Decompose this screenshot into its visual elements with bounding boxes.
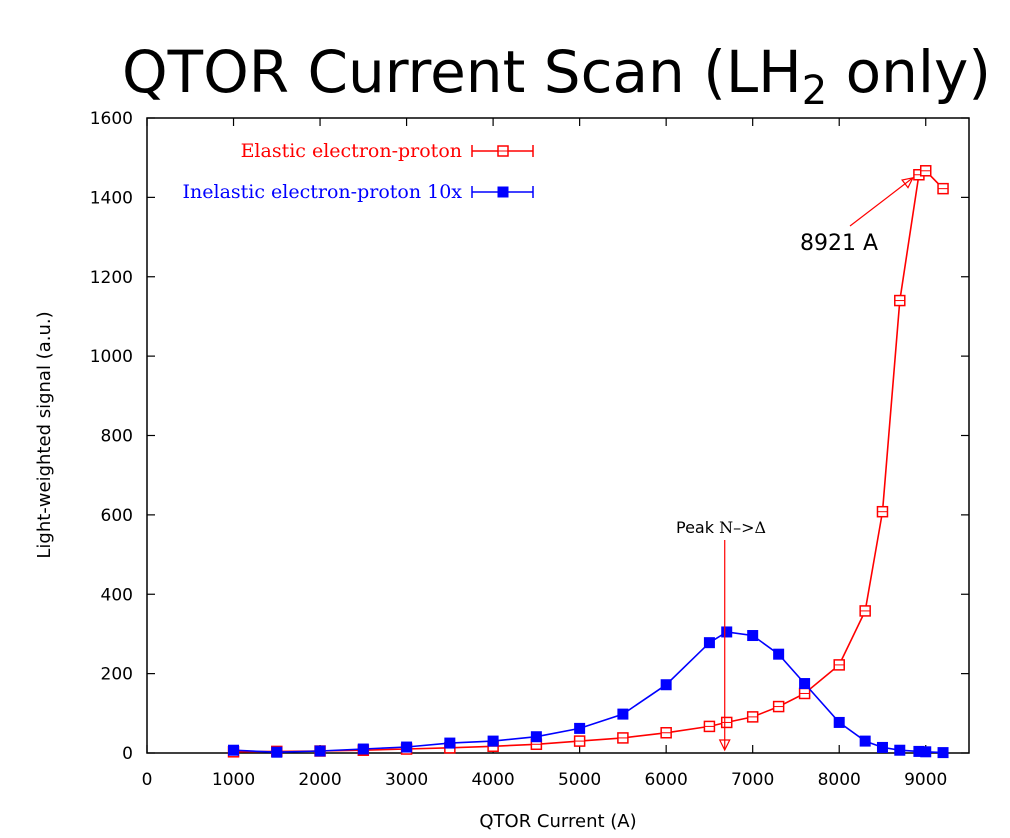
legend-sample-inelastic xyxy=(471,186,534,198)
x-tick-label-9000: 9000 xyxy=(904,770,947,790)
data-point-0-21 xyxy=(919,165,932,177)
annotations: 8921 A Peak N–>Δ xyxy=(676,176,914,752)
legend-label-inelastic: Inelastic electron-proton 10x xyxy=(183,181,463,203)
annotation-arrowhead-8921 xyxy=(901,176,914,189)
y-tick-label-800: 800 xyxy=(101,427,133,447)
x-axis-title: QTOR Current (A) xyxy=(479,811,636,832)
legend-marker-0 xyxy=(497,145,509,157)
data-point-0-10 xyxy=(660,727,672,739)
data-point-0-12 xyxy=(720,716,733,729)
data-point-0-8 xyxy=(573,735,586,747)
data-point-1-18 xyxy=(876,741,888,753)
data-point-1-4 xyxy=(401,741,413,753)
x-tick-label-5000: 5000 xyxy=(558,770,601,790)
data-point-0-19 xyxy=(894,294,906,307)
data-point-0-13 xyxy=(746,711,759,723)
data-point-1-2 xyxy=(314,745,326,757)
chart-title-end: only) xyxy=(827,38,991,106)
chart-title: QTOR Current Scan (LH2 only) xyxy=(122,38,991,114)
y-tick-label-0: 0 xyxy=(122,744,133,764)
legend-entry-elastic: Elastic electron-proton xyxy=(241,140,534,162)
series-0 xyxy=(227,165,949,758)
x-tick-label-4000: 4000 xyxy=(471,770,514,790)
y-tick-label-1200: 1200 xyxy=(90,268,133,288)
y-tick-label-1400: 1400 xyxy=(90,188,133,208)
y-tick-label-1000: 1000 xyxy=(90,347,133,367)
data-point-0-9 xyxy=(617,732,629,744)
data-point-1-7 xyxy=(530,731,542,743)
x-tick-label-7000: 7000 xyxy=(731,770,774,790)
data-point-1-21 xyxy=(920,746,932,758)
x-axis: 0 1000 2000 3000 4000 5000 6000 7000 8000 9000 xyxy=(142,118,947,790)
data-point-1-13 xyxy=(747,630,759,642)
legend-marker-1 xyxy=(497,186,509,198)
data-point-1-0 xyxy=(228,744,240,756)
data-point-1-19 xyxy=(894,744,906,756)
data-point-0-14 xyxy=(772,700,785,713)
data-point-1-5 xyxy=(444,737,456,749)
y-axis: 0 200 400 600 800 1000 1200 1400 1600 xyxy=(90,109,969,764)
annotation-8921: 8921 A xyxy=(800,231,878,256)
x-tick-label-3000: 3000 xyxy=(385,770,428,790)
data-point-1-14 xyxy=(773,648,785,660)
data-point-1-1 xyxy=(271,746,283,758)
series-line-1 xyxy=(233,631,944,754)
x-tick-label-8000: 8000 xyxy=(818,770,861,790)
data-point-1-6 xyxy=(487,735,499,747)
annotation-arrowhead-peak xyxy=(718,739,731,752)
data-point-0-18 xyxy=(876,505,889,518)
y-tick-label-600: 600 xyxy=(101,506,133,526)
y-axis-title: Light-weighted signal (a.u.) xyxy=(34,311,55,558)
y-tick-label-200: 200 xyxy=(101,665,133,685)
legend: Elastic electron-proton Inelastic electr… xyxy=(183,140,534,203)
x-tick-label-2000: 2000 xyxy=(298,770,341,790)
x-tick-label-1000: 1000 xyxy=(212,770,255,790)
annotation-peak-suffix: N–>Δ xyxy=(719,518,766,537)
y-tick-label-400: 400 xyxy=(101,585,133,605)
series-layer xyxy=(227,165,949,759)
data-point-1-3 xyxy=(357,743,369,755)
x-tick-label-6000: 6000 xyxy=(645,770,688,790)
plot-frame xyxy=(146,117,970,754)
annotation-arrow-8921 xyxy=(849,177,914,227)
annotation-peak: Peak N–>Δ xyxy=(676,518,766,537)
data-point-0-15 xyxy=(798,687,811,700)
chart-title-subscript: 2 xyxy=(802,68,827,114)
data-point-1-15 xyxy=(799,678,811,690)
data-point-1-11 xyxy=(703,637,715,649)
data-point-1-10 xyxy=(660,679,672,691)
chart-title-main: QTOR Current Scan (LH xyxy=(122,38,802,106)
data-point-1-16 xyxy=(833,716,845,728)
x-tick-label-0: 0 xyxy=(142,770,153,790)
legend-entry-inelastic: Inelastic electron-proton 10x xyxy=(183,181,534,203)
data-point-1-8 xyxy=(574,722,586,734)
series-1 xyxy=(228,626,949,759)
data-point-0-16 xyxy=(833,659,845,671)
data-point-0-22 xyxy=(937,182,949,195)
data-point-0-11 xyxy=(703,720,716,733)
y-tick-label-1600: 1600 xyxy=(90,109,133,129)
data-point-1-12 xyxy=(721,626,733,638)
data-point-1-22 xyxy=(937,747,949,759)
data-point-1-17 xyxy=(859,735,871,747)
legend-label-elastic: Elastic electron-proton xyxy=(241,140,462,162)
data-point-1-9 xyxy=(617,708,629,720)
data-point-0-17 xyxy=(859,605,871,617)
legend-sample-elastic xyxy=(471,145,534,157)
annotation-peak-prefix: Peak xyxy=(676,518,719,537)
